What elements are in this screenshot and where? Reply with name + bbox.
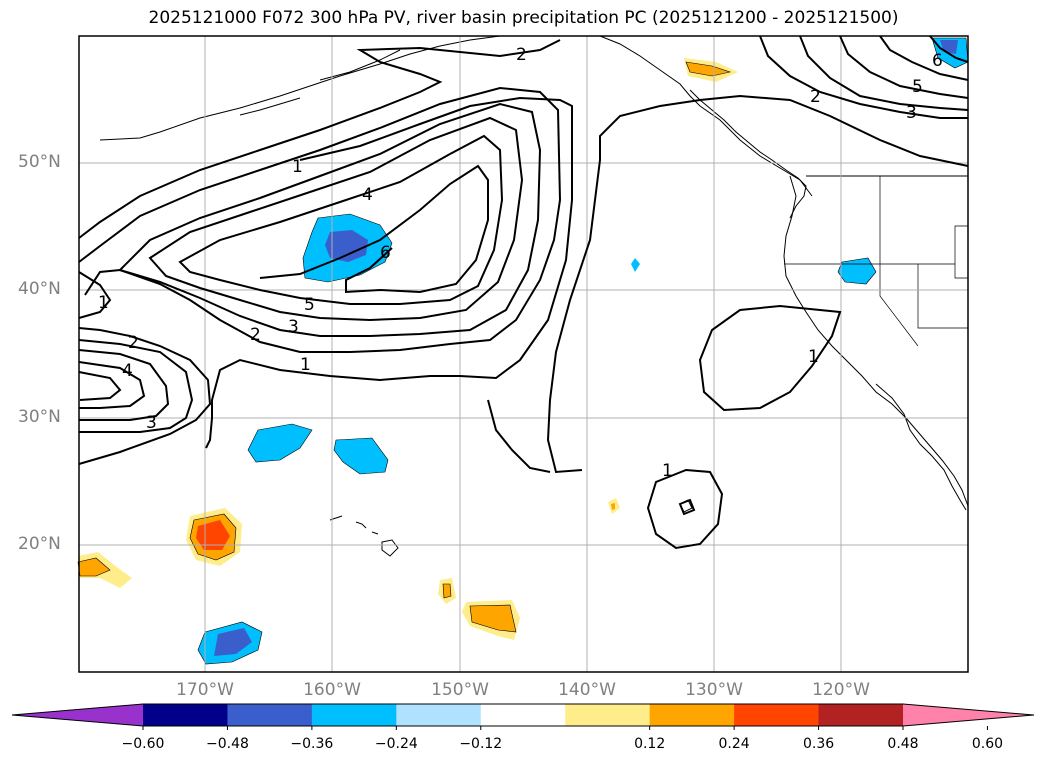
precip-patch (631, 258, 640, 272)
colorbar-segment (480, 704, 566, 726)
colorbar-segment (396, 704, 482, 726)
precip-patch (247, 423, 313, 463)
map-title: 2025121000 F072 300 hPa PV, river basin … (148, 8, 899, 28)
colorbar-segment (818, 704, 904, 726)
contour-label: 4 (362, 185, 373, 205)
map-frame (78, 35, 969, 673)
contour-line (78, 39, 561, 239)
coastline-baja (875, 383, 967, 511)
contour-line (78, 361, 146, 409)
contour-label: 2 (810, 87, 821, 107)
contour-line (879, 35, 969, 81)
contour-line (678, 498, 696, 516)
contour-line (148, 116, 524, 322)
colorbar-tick-label: 0.24 (718, 736, 750, 752)
coastline-west-us (783, 175, 969, 507)
contour-line (78, 371, 122, 401)
contour-line (78, 339, 194, 433)
precip-patch (214, 628, 252, 656)
coastline-alaska (99, 35, 813, 197)
contour-line (929, 35, 969, 63)
lon-label-120w: 120°W (812, 680, 870, 700)
colorbar-segment (649, 704, 735, 726)
precip-patch (611, 503, 615, 510)
colorbar-tick-label: −0.48 (205, 736, 249, 752)
contour-line (799, 35, 969, 111)
contour-line (698, 304, 842, 412)
contour-label: 3 (906, 103, 917, 123)
pv-contours (78, 35, 969, 550)
contour-label: 1 (300, 355, 311, 375)
precip-patch (325, 230, 368, 262)
contour-label: 1 (292, 157, 303, 177)
colorbar-segment (227, 704, 313, 726)
lat-label-40n: 40°N (18, 279, 61, 299)
contour-line (78, 271, 112, 319)
contour-label: 6 (932, 51, 943, 71)
lon-label-170w: 170°W (176, 680, 234, 700)
colorbar-tick-label: −0.36 (290, 736, 334, 752)
contour-label: 2 (516, 45, 527, 65)
contour-line (487, 399, 551, 473)
colorbar-tick-label: 0.12 (634, 736, 666, 752)
colorbar-extend-low (12, 704, 143, 726)
contour-label: 1 (662, 461, 673, 481)
colorbar-tick-label: −0.24 (374, 736, 418, 752)
precip-patch (837, 257, 877, 285)
hawaii (329, 515, 399, 557)
coastlines (99, 35, 969, 557)
lon-label-140w: 140°W (558, 680, 616, 700)
colorbar-segment (143, 704, 228, 726)
contour-label: 3 (288, 317, 299, 337)
lat-label-50n: 50°N (18, 152, 61, 172)
lat-label-20n: 20°N (18, 534, 61, 554)
contour-line (646, 468, 724, 550)
contour-label: 1 (98, 293, 109, 313)
lat-label-30n: 30°N (18, 407, 61, 427)
contour-line (178, 134, 504, 305)
coastline-bc (689, 89, 807, 219)
contour-line (78, 327, 212, 465)
contour-label: 2 (128, 333, 139, 353)
precip-patch (442, 583, 452, 599)
colorbar-segment (311, 704, 397, 726)
contour-line (259, 164, 489, 294)
contour-label: 5 (912, 77, 923, 97)
precip-patch (333, 437, 389, 475)
precip-patch (469, 604, 517, 633)
contour-label: 1 (808, 347, 819, 367)
contour-line (78, 349, 170, 421)
colorbar-tick-label: 0.60 (971, 736, 1004, 752)
contour-label: 3 (146, 413, 157, 433)
border-states (784, 176, 969, 347)
contour-line (205, 96, 573, 449)
colorbar-tick-label: 0.48 (887, 736, 919, 752)
colorbar (11, 703, 1035, 730)
contour-label: 4 (122, 361, 133, 381)
colorbar-tick-label: −0.60 (121, 736, 165, 752)
contour-line (546, 94, 969, 474)
colorbar-tick-label: 0.36 (802, 736, 835, 752)
precip-shading (77, 37, 969, 665)
lon-label-150w: 150°W (431, 680, 489, 700)
contour-line (118, 102, 542, 337)
lon-label-160w: 160°W (303, 680, 361, 700)
lon-label-130w: 130°W (685, 680, 743, 700)
colorbar-segment (565, 704, 651, 726)
contour-label: 2 (250, 325, 261, 345)
contour-line (839, 35, 969, 99)
graticule (79, 36, 968, 672)
precip-patch (685, 61, 732, 77)
colorbar-tick-label: −0.12 (459, 736, 503, 752)
colorbar-segment (734, 704, 820, 726)
contour-label: 5 (304, 295, 315, 315)
contour-label: 6 (380, 243, 391, 263)
contour-line (759, 35, 968, 119)
colorbar-extend-high (903, 704, 1034, 726)
contour-labels: 2 1 4 5 3 2 1 6 5 3 2 1 2 4 3 1 1 6 (98, 45, 943, 481)
contour-line (78, 86, 562, 353)
